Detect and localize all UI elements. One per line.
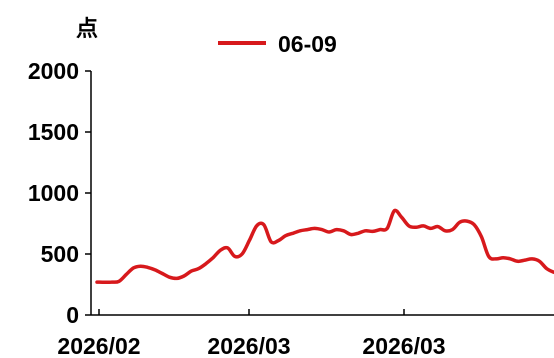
y-axis-unit-label: 点 [76, 16, 98, 42]
y-axis: 0 500 1000 1500 2000 [28, 58, 92, 328]
y-tick-label: 0 [66, 302, 79, 328]
x-tick-label: 2026/03 [207, 333, 290, 358]
y-tick-label: 500 [41, 241, 79, 267]
series-line-06-09 [95, 208, 554, 285]
y-tick-label: 2000 [28, 58, 79, 84]
x-tick-label: 2026/02 [57, 333, 140, 358]
x-tick-label: 2026/03 [362, 333, 445, 358]
series-layer [95, 208, 554, 285]
legend-label: 06-09 [278, 31, 337, 57]
y-tick-label: 1000 [28, 180, 79, 206]
y-tick-label: 1500 [28, 119, 79, 145]
x-axis: 2026/02 2026/03 2026/03 [57, 309, 554, 358]
legend: 06-09 [218, 31, 337, 57]
